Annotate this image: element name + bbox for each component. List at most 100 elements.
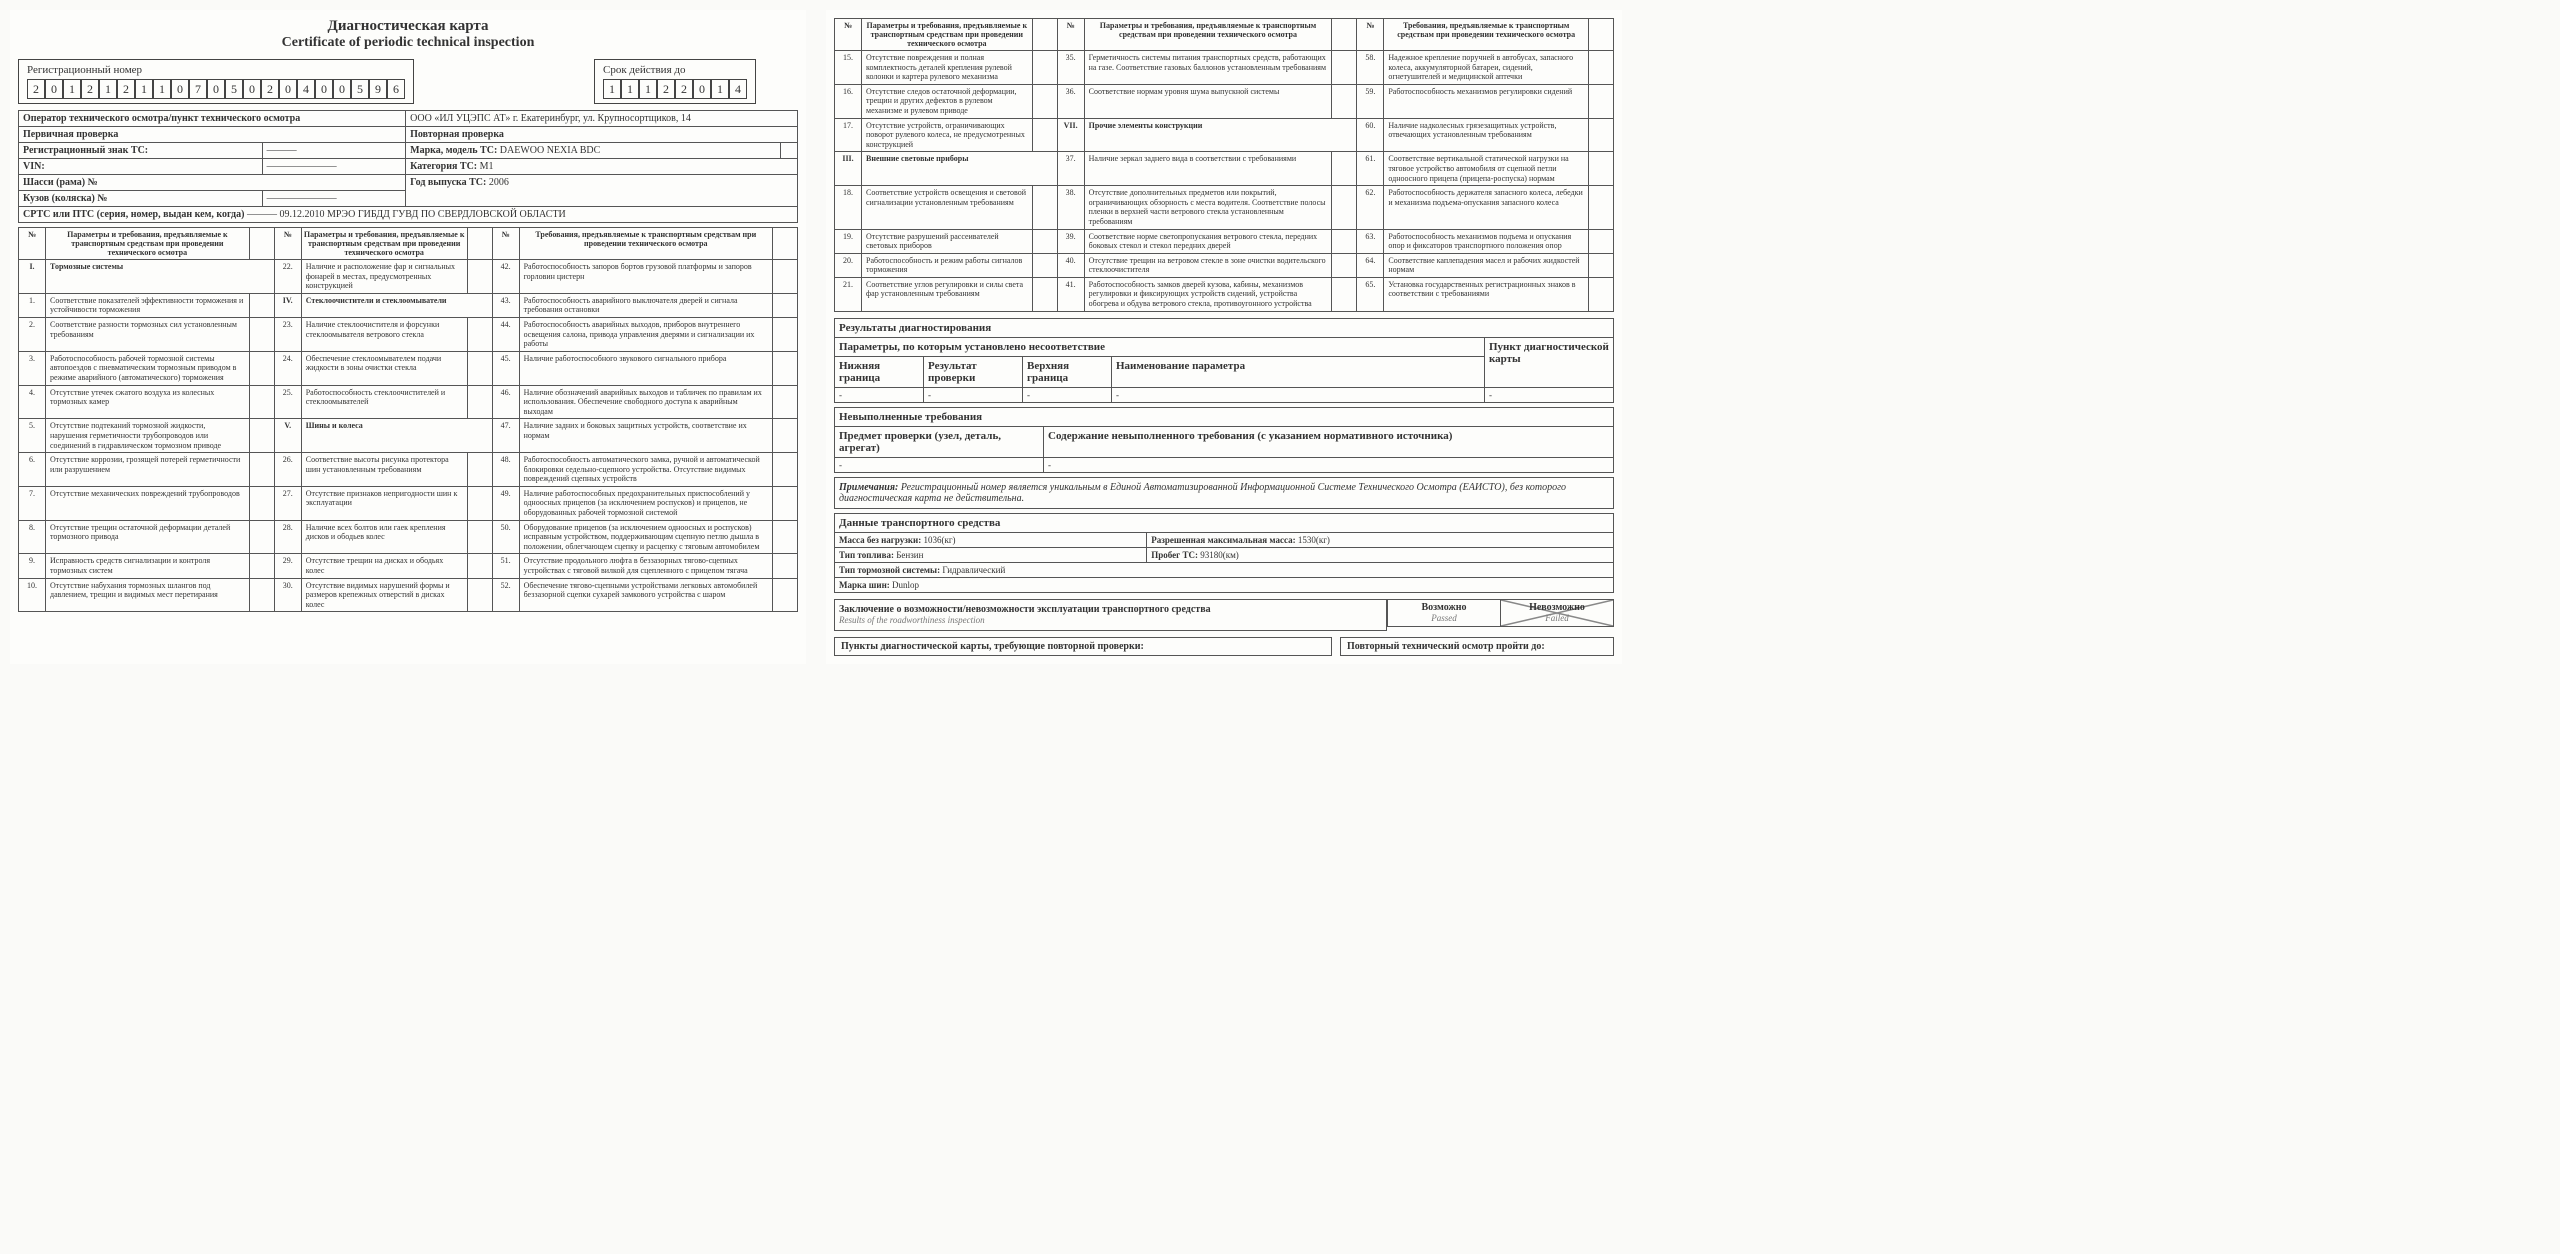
digit: 0 bbox=[333, 79, 351, 99]
unmet-content: Содержание невыполненного требования (с … bbox=[1044, 426, 1614, 457]
req-num: 25. bbox=[274, 385, 301, 419]
srts-label: СРТС или ПТС (серия, номер, выдан кем, к… bbox=[23, 209, 244, 220]
req-mark bbox=[249, 486, 274, 520]
req-num: 64. bbox=[1357, 253, 1384, 277]
category-label: Категория ТС: bbox=[410, 161, 477, 172]
req-num: 50. bbox=[492, 520, 519, 554]
req-num: 1. bbox=[19, 293, 46, 317]
req-mark bbox=[467, 351, 492, 385]
req-mark bbox=[1032, 229, 1057, 253]
req-text: Отсутствие механических повреждений труб… bbox=[46, 486, 250, 520]
req-mark bbox=[773, 385, 798, 419]
req-text: Соответствие устройств освещения и свето… bbox=[862, 186, 1033, 229]
req-text: Отсутствие повреждения и полная комплект… bbox=[862, 51, 1033, 85]
req-mark bbox=[773, 260, 798, 294]
req-num: 35. bbox=[1057, 51, 1084, 85]
req-mark bbox=[467, 260, 492, 294]
req-mark bbox=[773, 520, 798, 554]
req-mark bbox=[249, 554, 274, 578]
requirements-table-p1: № Параметры и требования, предъявляемые … bbox=[18, 227, 798, 612]
req-mark bbox=[1589, 84, 1614, 118]
possible-ru: Возможно bbox=[1422, 602, 1467, 613]
req-mark bbox=[1589, 229, 1614, 253]
note-label: Примечания: bbox=[839, 482, 898, 493]
category-value: M1 bbox=[480, 161, 494, 172]
body-value: ——————— bbox=[262, 191, 406, 207]
results-header: Результаты диагностирования bbox=[835, 318, 1614, 337]
digit: 1 bbox=[63, 79, 81, 99]
results-table: Результаты диагностирования Параметры, п… bbox=[834, 318, 1614, 403]
validity-digits: 11122014 bbox=[603, 79, 747, 99]
req-text: Отсутствие трещин на дисках и ободьях ко… bbox=[301, 554, 467, 578]
year-value: 2006 bbox=[489, 177, 509, 188]
req-num: 23. bbox=[274, 317, 301, 351]
title-en: Certificate of periodic technical inspec… bbox=[18, 35, 798, 51]
req-text: Работоспособность держателя запасного ко… bbox=[1384, 186, 1589, 229]
req-mark bbox=[467, 554, 492, 578]
req-num: 36. bbox=[1057, 84, 1084, 118]
digit: 0 bbox=[693, 79, 711, 99]
req-num: 42. bbox=[492, 260, 519, 294]
digit: 5 bbox=[351, 79, 369, 99]
srts-value: ——— 09.12.2010 МРЭО ГИБДД ГУВД ПО СВЕРДЛ… bbox=[247, 209, 566, 220]
req-num: III. bbox=[835, 152, 862, 186]
req-num: 26. bbox=[274, 453, 301, 487]
req-text: Стеклоочистители и стеклоомыватели bbox=[301, 293, 492, 317]
conclusion-right: Возможно Passed Невозможно Failed bbox=[1387, 599, 1614, 627]
req-text: Оборудование прицепов (за исключением од… bbox=[519, 520, 772, 554]
req-text: Отсутствие подтеканий тормозной жидкости… bbox=[46, 419, 250, 453]
req-num: 60. bbox=[1357, 118, 1384, 152]
digit: 1 bbox=[99, 79, 117, 99]
recheck-label: Пункты диагностической карты, требующие … bbox=[834, 637, 1332, 656]
req-text: Работоспособность запоров бортов грузово… bbox=[519, 260, 772, 294]
req-num: 61. bbox=[1357, 152, 1384, 186]
req-mark bbox=[1332, 277, 1357, 311]
req-text: Отсутствие трещин остаточной деформации … bbox=[46, 520, 250, 554]
year-label: Год выпуска ТС: bbox=[410, 177, 486, 188]
req-text: Отсутствие признаков непригодности шин к… bbox=[301, 486, 467, 520]
req-text: Работоспособность аварийного выключателя… bbox=[519, 293, 772, 317]
possible-option: Возможно Passed bbox=[1388, 600, 1500, 626]
body-label: Кузов (коляска) № bbox=[19, 191, 263, 207]
unmet-table: Невыполненные требования Предмет проверк… bbox=[834, 407, 1614, 473]
mileage-label: Пробег ТС: bbox=[1151, 550, 1198, 560]
req-num: 40. bbox=[1057, 253, 1084, 277]
req-mark bbox=[773, 419, 798, 453]
req-num: 59. bbox=[1357, 84, 1384, 118]
page-1: Диагностическая карта Certificate of per… bbox=[10, 10, 806, 664]
req-num: 62. bbox=[1357, 186, 1384, 229]
param-name: Наименование параметра bbox=[1112, 356, 1485, 387]
req-text: Отсутствие набухания тормозных шлангов п… bbox=[46, 578, 250, 612]
req-num: 4. bbox=[19, 385, 46, 419]
digit: 0 bbox=[207, 79, 225, 99]
fuel-label: Тип топлива: bbox=[839, 550, 894, 560]
mass-unladen-label: Масса без нагрузки: bbox=[839, 535, 921, 545]
req-text: Наличие надколесных грязезащитных устрой… bbox=[1384, 118, 1589, 152]
primary-label: Первичная проверка bbox=[19, 127, 406, 143]
req-mark bbox=[1332, 84, 1357, 118]
digit: 1 bbox=[603, 79, 621, 99]
req-mark bbox=[249, 317, 274, 351]
registration-row: Регистрационный номер 201212110705020400… bbox=[18, 59, 798, 104]
req-text: Работоспособность рабочей тормозной сист… bbox=[46, 351, 250, 385]
req-text: Соответствие вертикальной статической на… bbox=[1384, 152, 1589, 186]
reg-number-digits: 201212110705020400596 bbox=[27, 79, 405, 99]
req-text: Соответствие разности тормозных сил уста… bbox=[46, 317, 250, 351]
mileage-value: 93180(км) bbox=[1200, 550, 1239, 560]
req-text: Отсутствие дополнительных предметов или … bbox=[1084, 186, 1332, 229]
make-value: DAEWOO NEXIA BDC bbox=[500, 145, 601, 156]
req-text: Отсутствие разрушений рассеивателей свет… bbox=[862, 229, 1033, 253]
req-mark bbox=[1032, 118, 1057, 152]
req-num: 48. bbox=[492, 453, 519, 487]
point-header: Пункт диагностической карты bbox=[1485, 337, 1614, 387]
req-num: 22. bbox=[274, 260, 301, 294]
req-mark bbox=[467, 317, 492, 351]
req-text: Работоспособность аварийных выходов, при… bbox=[519, 317, 772, 351]
unmet-header: Невыполненные требования bbox=[835, 407, 1614, 426]
repeat-label: Повторная проверка bbox=[406, 127, 798, 143]
req-num: 15. bbox=[835, 51, 862, 85]
req-num: 45. bbox=[492, 351, 519, 385]
req-num: 29. bbox=[274, 554, 301, 578]
req-num: 8. bbox=[19, 520, 46, 554]
req-mark bbox=[1332, 186, 1357, 229]
